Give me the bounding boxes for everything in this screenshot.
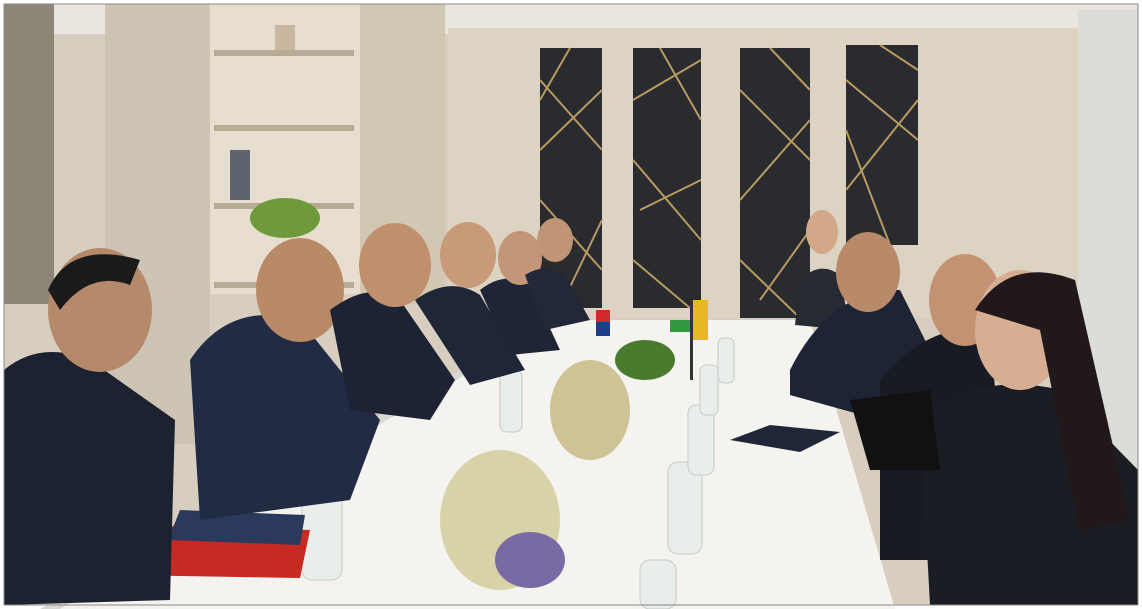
- panel: [633, 48, 701, 308]
- bottles: [301, 337, 735, 609]
- head: [498, 231, 542, 285]
- flower-arrangement: [550, 360, 630, 460]
- shelf: [214, 125, 354, 131]
- gold-lines: [632, 47, 702, 309]
- panel-lines: [539, 44, 919, 319]
- notebook: [168, 510, 305, 545]
- flag: [596, 310, 610, 322]
- person: [330, 292, 455, 420]
- hair: [48, 254, 140, 310]
- flag: [670, 320, 690, 332]
- people-left: [4, 218, 590, 605]
- jar: [275, 25, 295, 50]
- head: [806, 210, 838, 254]
- head: [537, 218, 573, 262]
- person: [190, 315, 380, 520]
- bottle: [499, 369, 523, 433]
- bottle: [699, 364, 719, 416]
- flag: [693, 300, 708, 340]
- folder: [730, 425, 840, 452]
- shelf: [214, 50, 354, 56]
- person: [480, 278, 560, 355]
- bag: [850, 390, 940, 470]
- hair: [975, 272, 1130, 530]
- person: [525, 268, 590, 330]
- person: [4, 352, 175, 605]
- bottle: [717, 337, 735, 384]
- plant: [250, 198, 320, 238]
- gold-lines: [845, 44, 919, 246]
- flower-arrangement: [495, 532, 565, 588]
- frame: [3, 3, 1139, 606]
- people-right: [790, 210, 1138, 605]
- head: [836, 232, 900, 312]
- bottle: [639, 559, 677, 609]
- head: [440, 222, 496, 288]
- panels: [540, 45, 918, 318]
- bottle: [667, 461, 703, 555]
- flag-pole: [690, 300, 693, 380]
- person: [415, 286, 525, 385]
- head: [256, 238, 344, 342]
- flower-arrangement: [615, 340, 675, 380]
- vase: [230, 150, 250, 200]
- flag: [596, 322, 610, 336]
- panel: [740, 48, 810, 318]
- head: [359, 223, 431, 307]
- doorway: [4, 4, 54, 304]
- gold-lines: [739, 47, 811, 319]
